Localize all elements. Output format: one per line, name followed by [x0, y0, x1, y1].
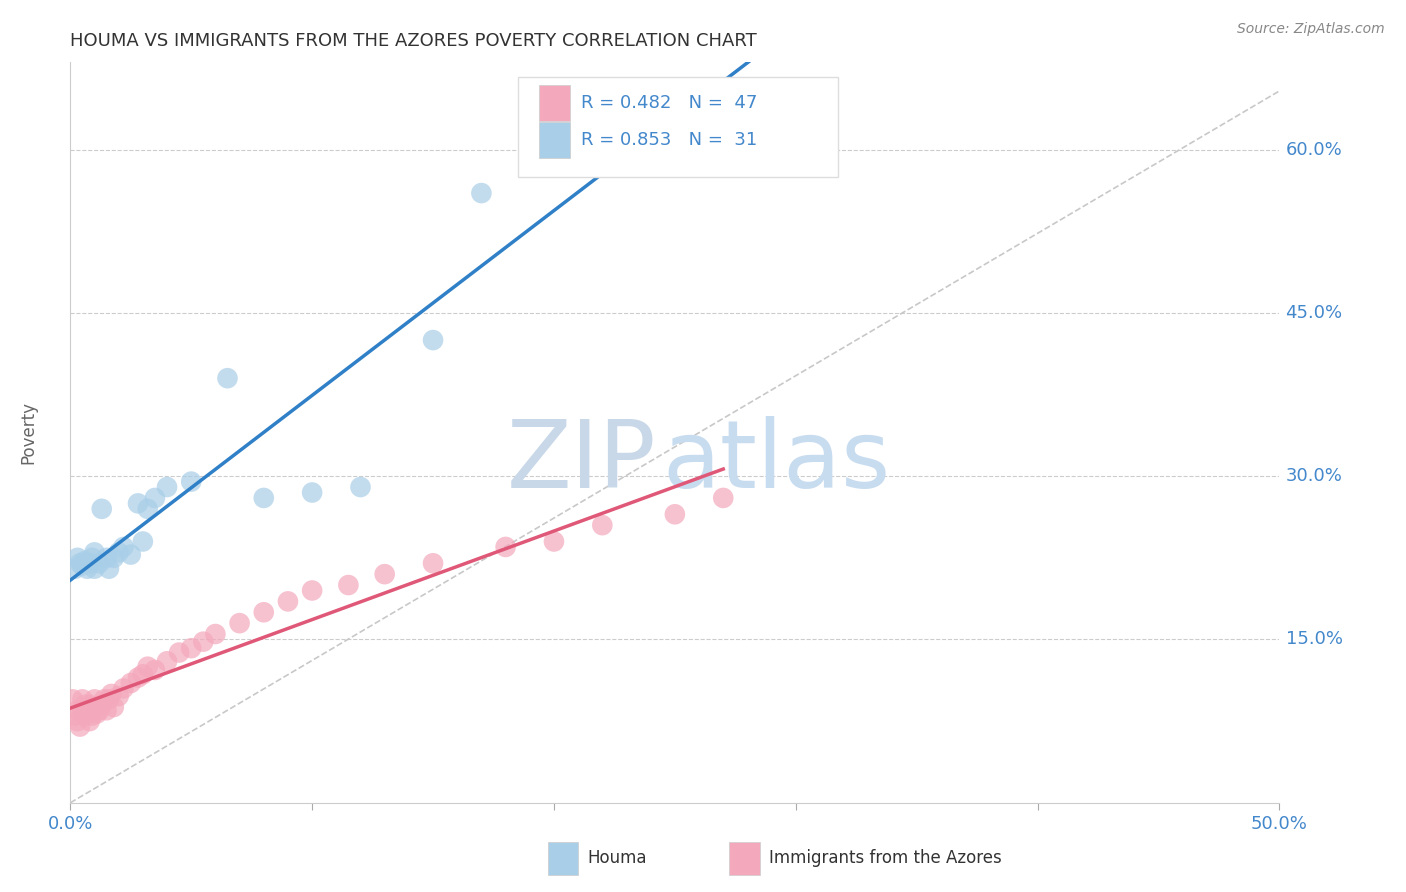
Point — [132, 667, 155, 681]
Text: Immigrants from the Azores: Immigrants from the Azores — [769, 849, 1002, 867]
Point — [180, 641, 202, 656]
Point — [167, 646, 190, 660]
Text: 30.0%: 30.0% — [1285, 467, 1343, 485]
Point — [72, 692, 94, 706]
FancyBboxPatch shape — [540, 122, 569, 158]
Point — [107, 689, 129, 703]
Point — [73, 708, 96, 723]
Point — [127, 496, 149, 510]
Point — [83, 700, 105, 714]
Point — [193, 634, 215, 648]
Point — [156, 654, 179, 668]
Point — [62, 692, 84, 706]
Point — [98, 692, 121, 706]
Point — [83, 562, 105, 576]
Text: 15.0%: 15.0% — [1285, 631, 1343, 648]
Point — [253, 491, 276, 505]
FancyBboxPatch shape — [517, 78, 838, 178]
Point — [301, 485, 323, 500]
Point — [69, 720, 91, 734]
Point — [543, 534, 565, 549]
Point — [374, 567, 396, 582]
Text: R = 0.853   N =  31: R = 0.853 N = 31 — [581, 131, 756, 149]
Text: atlas: atlas — [662, 417, 891, 508]
FancyBboxPatch shape — [540, 86, 569, 121]
Point — [73, 554, 96, 568]
Text: R = 0.482   N =  47: R = 0.482 N = 47 — [581, 95, 756, 112]
Text: ZIP: ZIP — [508, 417, 657, 508]
Point — [83, 692, 105, 706]
Point — [301, 583, 323, 598]
Point — [120, 676, 142, 690]
Point — [100, 687, 122, 701]
Point — [470, 186, 492, 200]
FancyBboxPatch shape — [730, 842, 759, 875]
Point — [69, 556, 91, 570]
Point — [89, 556, 111, 570]
Point — [132, 534, 155, 549]
Point — [103, 700, 125, 714]
Point — [495, 540, 517, 554]
Point — [98, 562, 121, 576]
Text: HOUMA VS IMMIGRANTS FROM THE AZORES POVERTY CORRELATION CHART: HOUMA VS IMMIGRANTS FROM THE AZORES POVE… — [70, 32, 756, 50]
Point — [591, 518, 613, 533]
Point — [80, 550, 103, 565]
Point — [228, 616, 250, 631]
Text: Poverty: Poverty — [18, 401, 37, 464]
Point — [337, 578, 360, 592]
Point — [72, 558, 94, 573]
Point — [136, 659, 159, 673]
Point — [89, 703, 111, 717]
Text: 60.0%: 60.0% — [1285, 141, 1343, 159]
Point — [127, 671, 149, 685]
Point — [80, 708, 103, 723]
Point — [120, 548, 142, 562]
Point — [349, 480, 371, 494]
Text: Houma: Houma — [588, 849, 647, 867]
Point — [93, 692, 115, 706]
Point — [63, 562, 86, 576]
Point — [79, 556, 101, 570]
Point — [66, 703, 89, 717]
Text: 45.0%: 45.0% — [1285, 304, 1343, 322]
Point — [180, 475, 202, 489]
Point — [107, 545, 129, 559]
Point — [66, 550, 89, 565]
Point — [90, 501, 112, 516]
Point — [112, 681, 135, 696]
Point — [422, 333, 444, 347]
Point — [76, 562, 98, 576]
Point — [253, 605, 276, 619]
Point — [136, 501, 159, 516]
Point — [143, 663, 166, 677]
Text: Source: ZipAtlas.com: Source: ZipAtlas.com — [1237, 22, 1385, 37]
Point — [79, 714, 101, 728]
Point — [143, 491, 166, 505]
Point — [277, 594, 299, 608]
Point — [217, 371, 239, 385]
Point — [63, 708, 86, 723]
Point — [543, 120, 565, 135]
FancyBboxPatch shape — [548, 842, 578, 875]
Point — [90, 698, 112, 712]
Point — [83, 545, 105, 559]
Point — [73, 698, 96, 712]
Point — [664, 508, 686, 522]
Point — [204, 627, 226, 641]
Point — [112, 540, 135, 554]
Point — [86, 706, 108, 721]
Point — [422, 556, 444, 570]
Point — [76, 703, 98, 717]
Point — [72, 703, 94, 717]
Point — [66, 714, 89, 728]
Point — [156, 480, 179, 494]
Point — [96, 703, 118, 717]
Point — [79, 698, 101, 712]
Point — [711, 491, 734, 505]
Point — [103, 550, 125, 565]
Point — [96, 550, 118, 565]
